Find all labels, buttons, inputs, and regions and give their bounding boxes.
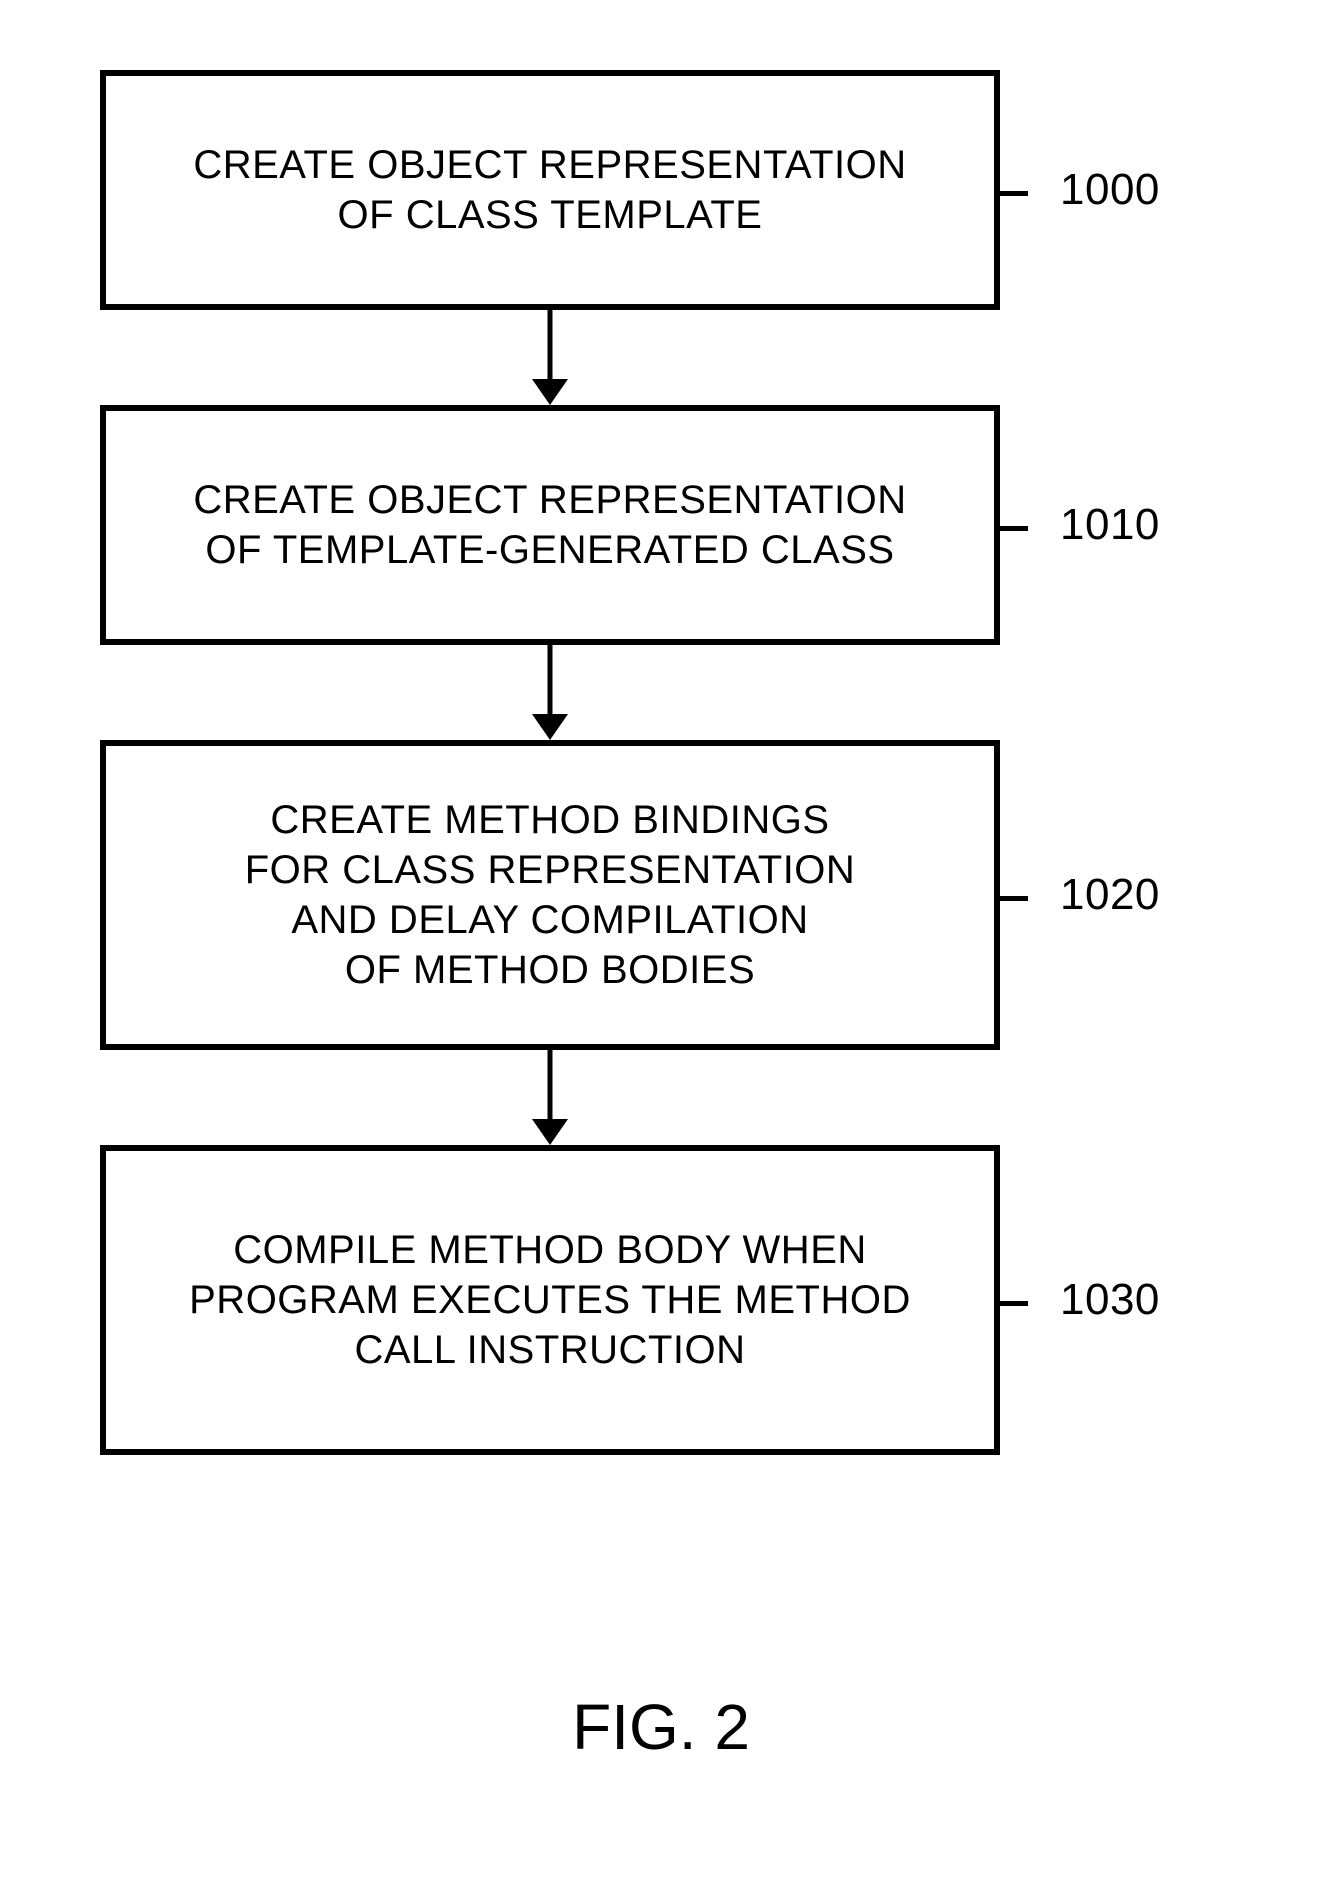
label-connector — [994, 191, 1028, 196]
figure-caption: FIG. 2 — [0, 1690, 1322, 1764]
flow-step: COMPILE METHOD BODY WHENPROGRAM EXECUTES… — [100, 1145, 1000, 1455]
label-connector — [994, 526, 1028, 531]
page: CREATE OBJECT REPRESENTATIONOF CLASS TEM… — [0, 0, 1322, 1899]
flow-step: CREATE OBJECT REPRESENTATIONOF TEMPLATE-… — [100, 405, 1000, 645]
flow-arrow — [100, 310, 1000, 405]
step-ref-label: 1000 — [1060, 165, 1160, 215]
flow-step-text: CREATE OBJECT REPRESENTATIONOF TEMPLATE-… — [163, 465, 936, 585]
flow-step-text: CREATE OBJECT REPRESENTATIONOF CLASS TEM… — [163, 130, 936, 250]
step-ref-label: 1010 — [1060, 500, 1160, 550]
flowchart: CREATE OBJECT REPRESENTATIONOF CLASS TEM… — [100, 70, 1000, 1455]
flow-arrow — [100, 1050, 1000, 1145]
flow-step-text: CREATE METHOD BINDINGSFOR CLASS REPRESEN… — [215, 785, 886, 1005]
flow-arrow — [100, 645, 1000, 740]
step-ref-label: 1020 — [1060, 870, 1160, 920]
flow-step: CREATE OBJECT REPRESENTATIONOF CLASS TEM… — [100, 70, 1000, 310]
label-connector — [994, 1301, 1028, 1306]
step-ref-label: 1030 — [1060, 1275, 1160, 1325]
flow-step: CREATE METHOD BINDINGSFOR CLASS REPRESEN… — [100, 740, 1000, 1050]
label-connector — [994, 896, 1028, 901]
flow-step-text: COMPILE METHOD BODY WHENPROGRAM EXECUTES… — [159, 1215, 941, 1385]
